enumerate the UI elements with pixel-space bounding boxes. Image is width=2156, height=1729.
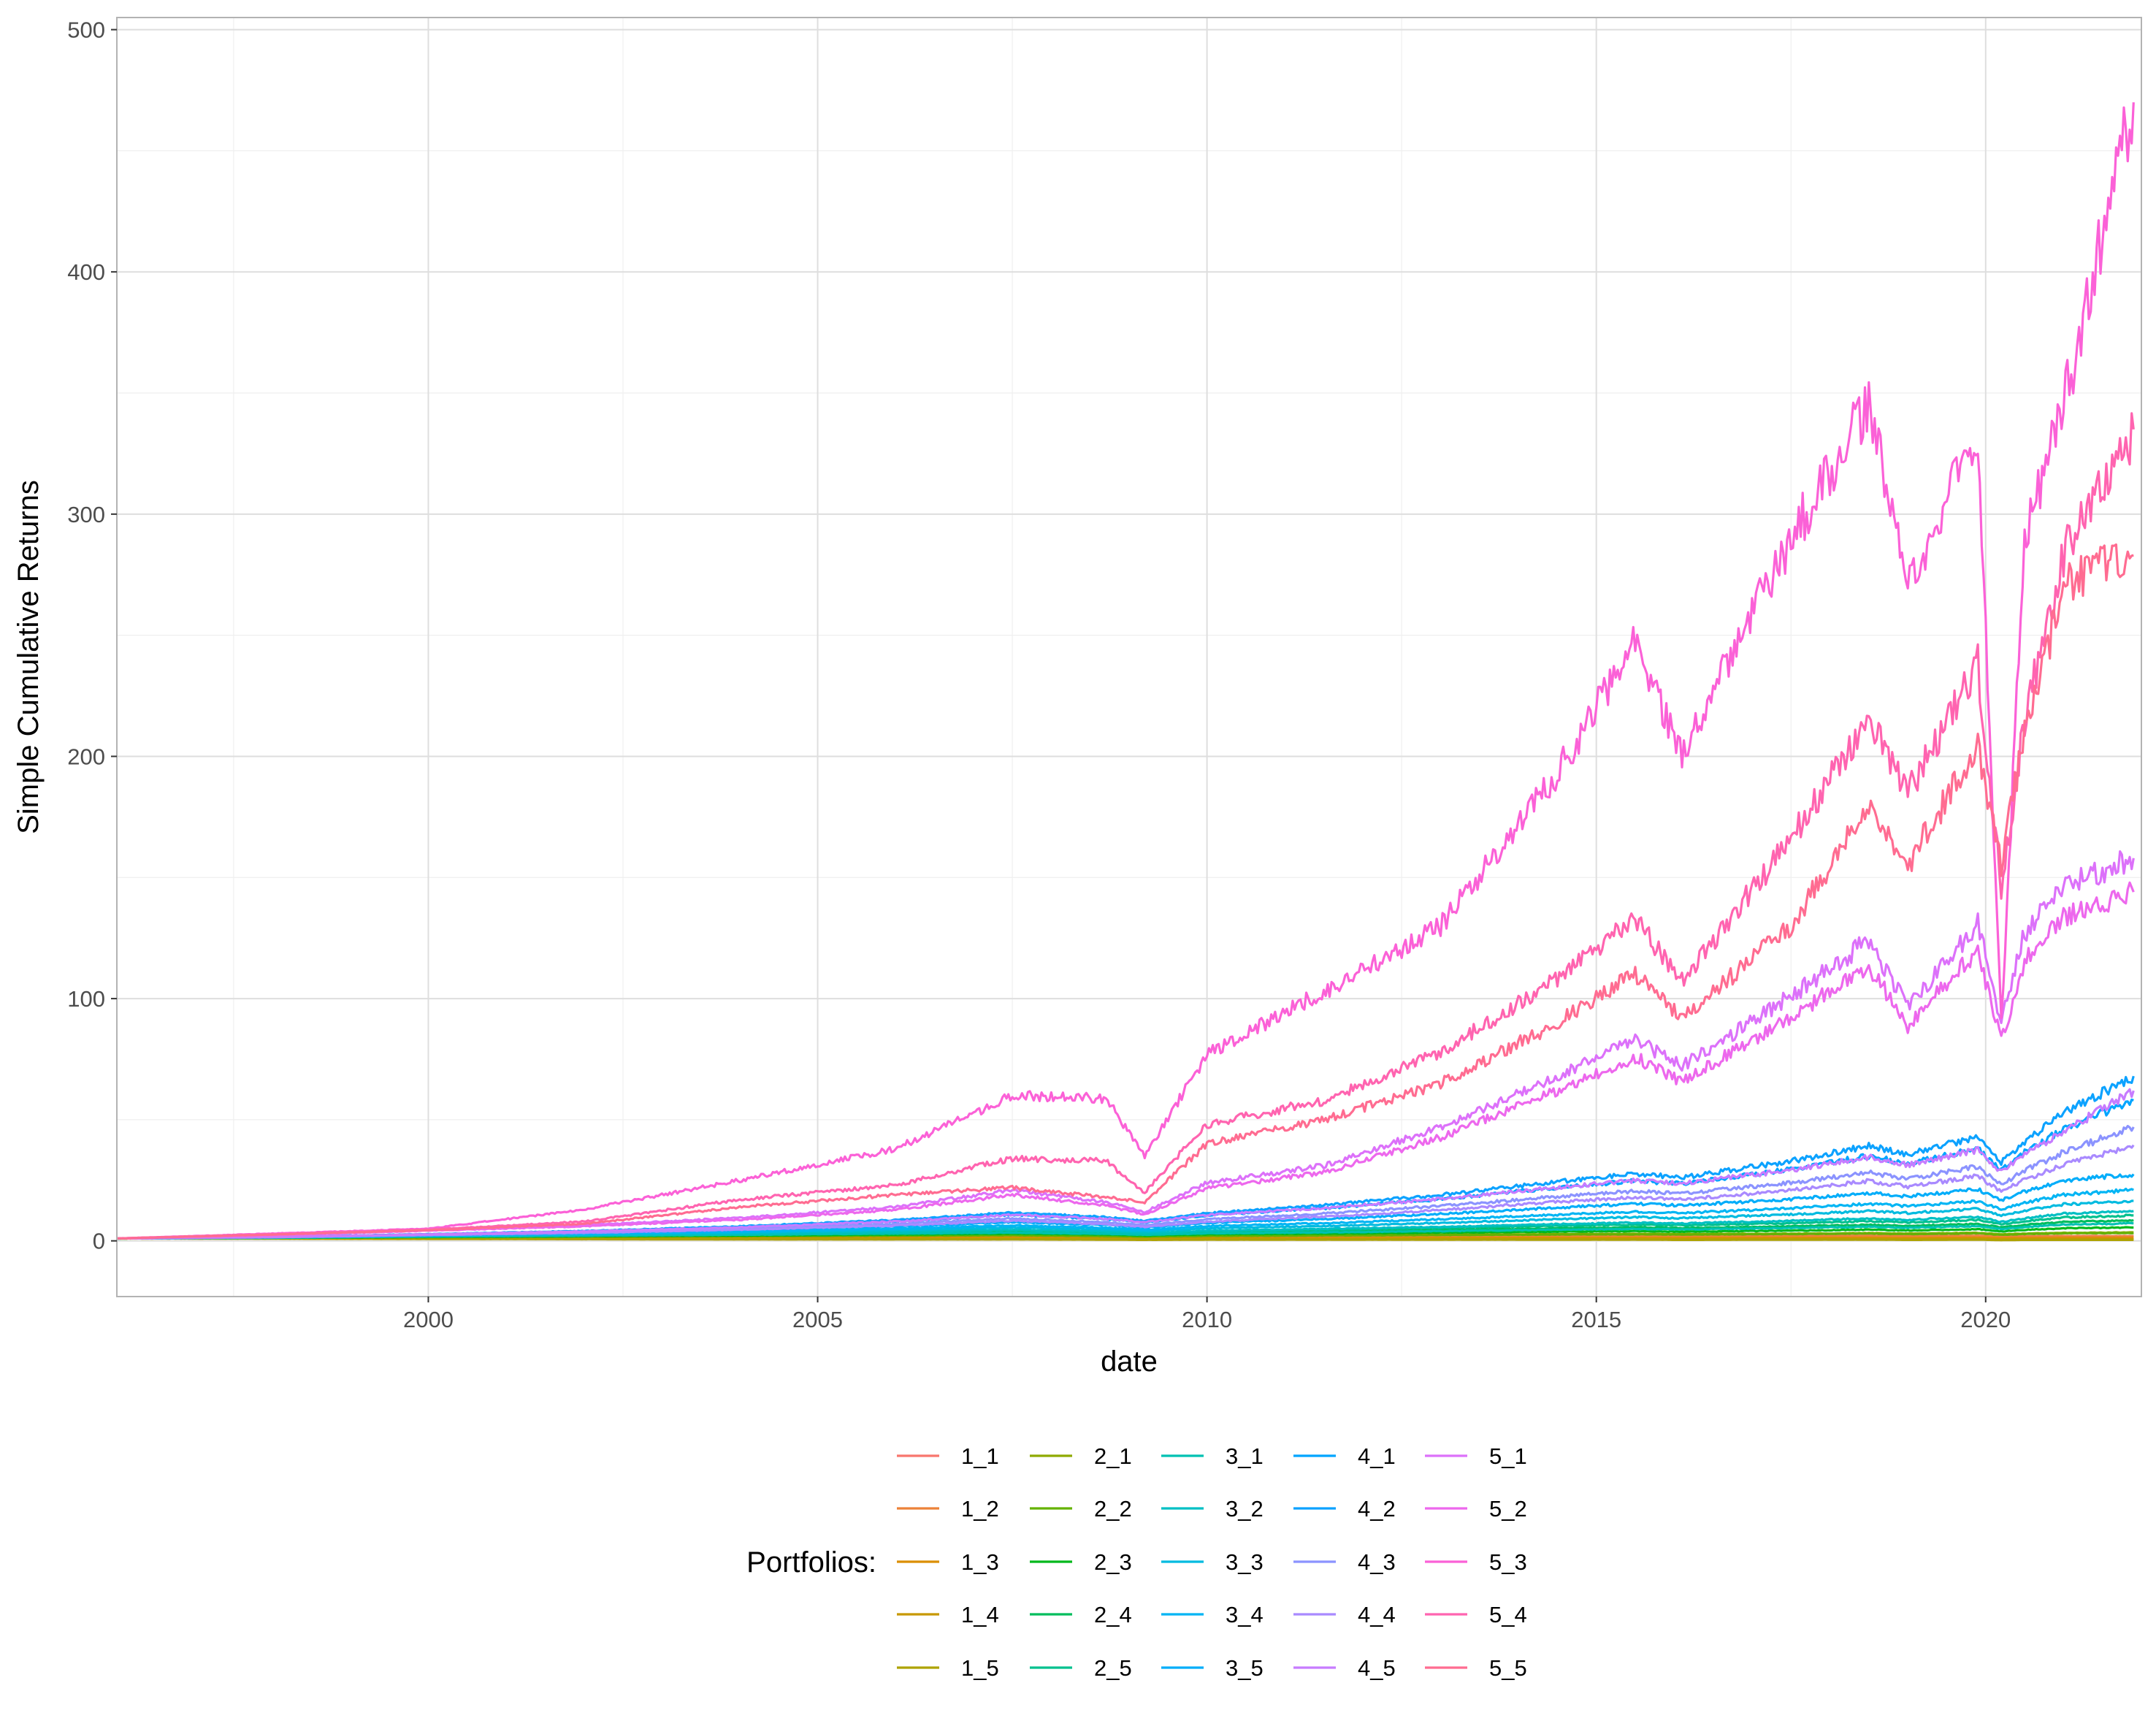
legend-label-2_3: 2_3	[1094, 1549, 1132, 1575]
x-axis-title: date	[1101, 1346, 1158, 1378]
legend-label-4_2: 4_2	[1358, 1496, 1396, 1522]
legend-label-4_1: 4_1	[1358, 1443, 1396, 1469]
y-tick-label: 200	[67, 744, 105, 769]
legend-label-1_1: 1_1	[961, 1443, 999, 1469]
legend-label-2_5: 2_5	[1094, 1655, 1132, 1681]
x-tick-label: 2005	[792, 1307, 843, 1332]
y-tick-label: 500	[67, 18, 105, 43]
legend-label-2_2: 2_2	[1094, 1496, 1132, 1522]
y-tick-label: 100	[67, 986, 105, 1012]
legend-title: Portfolios:	[746, 1546, 876, 1579]
series-line-1_5	[117, 1237, 2134, 1242]
y-tick-label: 0	[93, 1229, 105, 1254]
legend: Portfolios: 1_1 1_2 1_3 1_4 1_5 2_1 2_2 2_3 2_4 2…	[746, 1443, 1527, 1681]
x-tick-label: 2000	[403, 1307, 454, 1332]
x-axis-ticks: 2000 2005 2010 2015 2020	[403, 1297, 2011, 1332]
x-tick-label: 2010	[1182, 1307, 1232, 1332]
legend-label-3_1: 3_1	[1226, 1443, 1264, 1469]
y-axis-ticks: 0 100 200 300 400 500	[67, 18, 117, 1254]
legend-label-5_4: 5_4	[1489, 1602, 1527, 1627]
legend-label-3_5: 3_5	[1226, 1655, 1264, 1681]
y-tick-label: 400	[67, 259, 105, 285]
plot-panel-border	[116, 17, 2142, 1297]
series-line-4_2	[117, 1075, 2135, 1240]
legend-label-3_2: 3_2	[1226, 1496, 1264, 1522]
legend-label-2_4: 2_4	[1094, 1602, 1132, 1627]
y-axis-title: Simple Cumulative Returns	[12, 480, 45, 834]
legend-label-5_2: 5_2	[1489, 1496, 1527, 1522]
series-line-5_5	[116, 543, 2134, 1240]
x-tick-label: 2015	[1571, 1307, 1621, 1332]
legend-label-3_4: 3_4	[1226, 1602, 1264, 1627]
legend-label-1_5: 1_5	[961, 1655, 999, 1681]
series-lines	[116, 102, 2135, 1242]
legend-label-5_1: 5_1	[1489, 1443, 1527, 1469]
series-line-5_1	[116, 850, 2135, 1240]
y-tick-label: 300	[67, 502, 105, 527]
legend-label-1_2: 1_2	[961, 1496, 999, 1522]
grid-lines	[117, 18, 2141, 1297]
legend-label-3_3: 3_3	[1226, 1549, 1264, 1575]
legend-label-1_3: 1_3	[961, 1549, 999, 1575]
legend-label-4_3: 4_3	[1358, 1549, 1396, 1575]
series-line-5_3	[117, 102, 2135, 1240]
series-line-5_4	[116, 412, 2135, 1240]
x-tick-label: 2020	[1960, 1307, 2011, 1332]
legend-label-4_5: 4_5	[1358, 1655, 1396, 1681]
legend-label-1_4: 1_4	[961, 1602, 999, 1627]
legend-label-5_3: 5_3	[1489, 1549, 1527, 1575]
series-line-4_5	[117, 1088, 2135, 1240]
legend-label-5_5: 5_5	[1489, 1655, 1527, 1681]
legend-label-4_4: 4_4	[1358, 1602, 1396, 1627]
legend-label-2_1: 2_1	[1094, 1443, 1132, 1469]
